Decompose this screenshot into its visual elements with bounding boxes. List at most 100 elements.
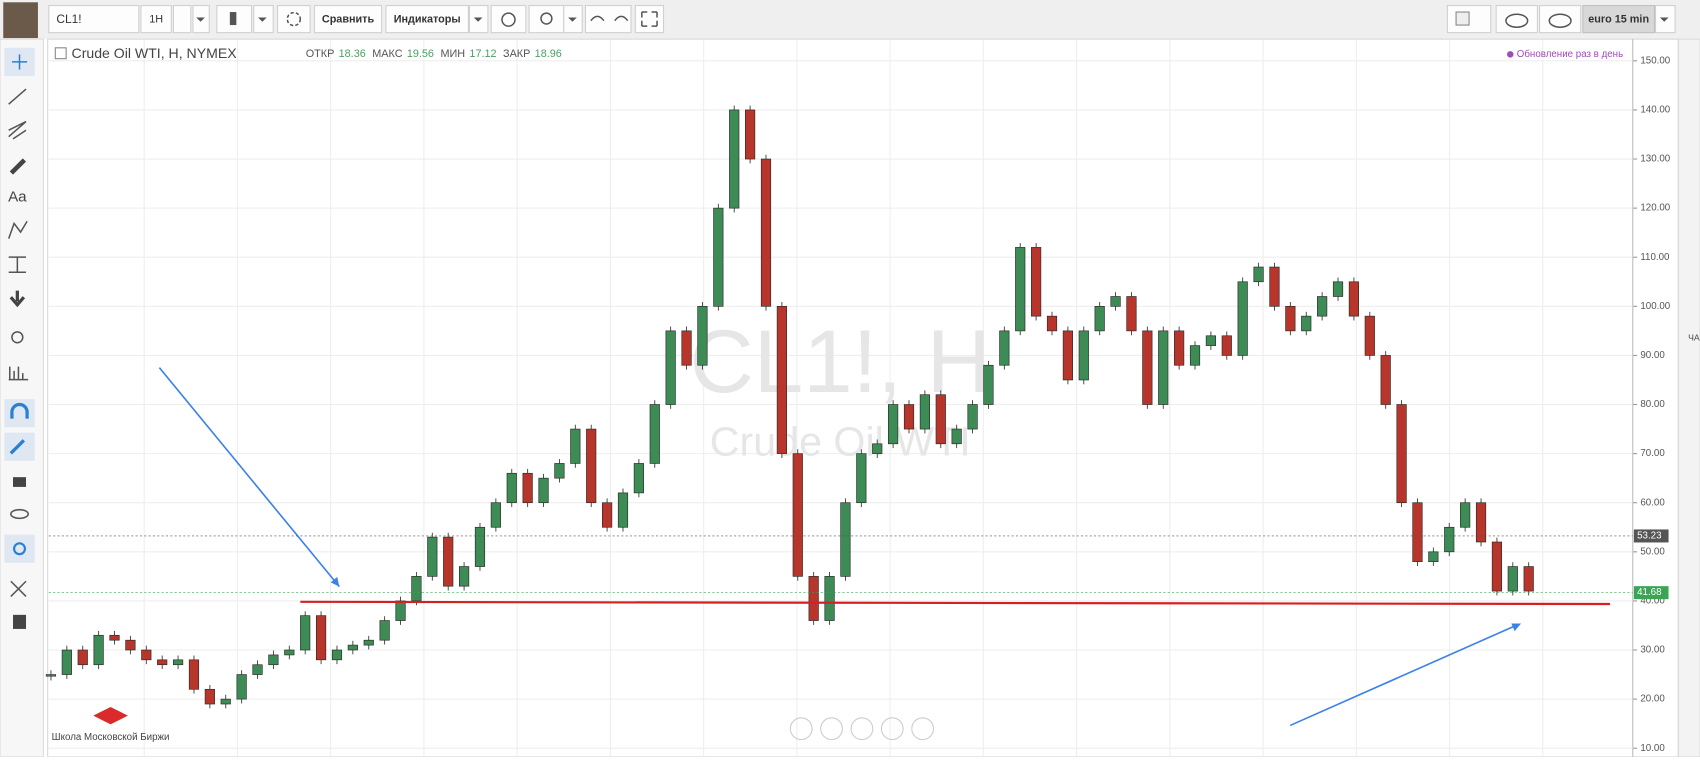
caret xyxy=(568,17,577,22)
candle xyxy=(1142,330,1153,405)
candle-icon xyxy=(229,12,237,26)
candle xyxy=(760,158,772,307)
candle xyxy=(1110,296,1121,307)
arrow-line[interactable] xyxy=(1289,623,1519,727)
price-label: 41.68 xyxy=(1637,587,1661,598)
y-tick-label: 90.00 xyxy=(1640,350,1665,361)
tools-tool[interactable] xyxy=(10,580,27,597)
layout-button[interactable] xyxy=(1582,4,1656,34)
collapse-box[interactable] xyxy=(54,47,67,60)
save-button[interactable] xyxy=(1538,4,1582,34)
measure-tool[interactable] xyxy=(8,256,27,274)
brush-tool[interactable] xyxy=(9,158,27,175)
candle xyxy=(554,463,565,479)
candle xyxy=(697,305,708,366)
candle xyxy=(649,404,660,464)
candle xyxy=(888,404,899,445)
ohlc-label: ОТКР xyxy=(306,48,335,60)
candle xyxy=(681,330,692,366)
settings-button[interactable] xyxy=(277,4,311,34)
nav-zoom-out[interactable] xyxy=(820,717,843,741)
candle xyxy=(935,394,946,445)
fib-tool[interactable] xyxy=(8,120,27,140)
avatar[interactable] xyxy=(3,2,38,39)
more-button[interactable] xyxy=(172,4,192,34)
candle xyxy=(1396,404,1407,504)
idea-button[interactable] xyxy=(528,4,565,34)
candle xyxy=(93,634,104,666)
candle xyxy=(919,394,930,430)
link-tool[interactable] xyxy=(4,534,35,563)
lock-tool[interactable] xyxy=(13,477,27,487)
compare: Сравнить xyxy=(322,13,375,25)
ohlc-label: МАКС xyxy=(372,48,402,60)
text-tool[interactable]: Aa xyxy=(8,188,27,205)
zoom-tool[interactable] xyxy=(11,331,24,344)
alert-button[interactable] xyxy=(490,4,527,34)
y-tick-label: 120.00 xyxy=(1640,203,1670,214)
ohlc-value: 17.12 xyxy=(469,48,496,60)
alert-icon xyxy=(501,12,516,27)
y-tick-label: 30.00 xyxy=(1640,645,1665,656)
candle xyxy=(617,492,629,528)
candle xyxy=(379,620,390,641)
candle xyxy=(808,576,819,621)
price-label-box xyxy=(1633,586,1669,600)
candle xyxy=(1301,315,1312,332)
candle xyxy=(458,566,470,587)
nav-right[interactable] xyxy=(911,717,935,741)
candle xyxy=(1444,526,1455,553)
symbol: CL1! xyxy=(56,12,81,26)
caret xyxy=(1659,17,1669,22)
hide-tool[interactable] xyxy=(10,508,29,520)
nav-left[interactable] xyxy=(789,717,813,741)
candle xyxy=(347,644,358,651)
candle xyxy=(363,639,374,646)
ohlc-value: 18.36 xyxy=(339,48,366,60)
square-icon xyxy=(1455,11,1470,26)
y-tick-label: 130.00 xyxy=(1640,154,1670,165)
cloud-up-icon xyxy=(1548,13,1572,28)
candle xyxy=(1285,305,1296,332)
candle xyxy=(745,109,756,160)
compare-button[interactable] xyxy=(313,4,383,34)
sidebar-label: ЧА xyxy=(1688,333,1700,343)
candle xyxy=(1269,266,1280,307)
candle xyxy=(1507,566,1518,592)
arrow-line[interactable] xyxy=(158,367,340,588)
scale-tool[interactable] xyxy=(8,366,29,381)
left-toolbar xyxy=(0,38,44,758)
y-tick-label: 70.00 xyxy=(1640,448,1665,459)
fullscreen-button[interactable] xyxy=(634,4,665,34)
candle xyxy=(252,664,263,675)
trend-line-tool[interactable] xyxy=(8,88,27,105)
y-tick-label: 100.00 xyxy=(1640,301,1670,312)
candle xyxy=(1332,281,1344,297)
symbol-box[interactable] xyxy=(48,4,140,34)
ohlc-value: 19.56 xyxy=(407,48,434,60)
indicators-button[interactable] xyxy=(385,4,469,34)
support-line[interactable] xyxy=(300,600,1611,606)
nav-reset[interactable] xyxy=(850,717,874,741)
candle xyxy=(77,649,88,666)
update-dot xyxy=(1507,51,1514,58)
arrow-tool[interactable] xyxy=(9,290,26,308)
trash-tool[interactable] xyxy=(13,614,27,629)
ohlc-label: МИН xyxy=(440,48,465,60)
magnet-icon xyxy=(10,402,29,419)
candle xyxy=(538,477,549,504)
load-button[interactable] xyxy=(1495,4,1538,34)
nav-zoom-in[interactable] xyxy=(880,717,904,741)
interval-button[interactable] xyxy=(140,4,172,34)
candle xyxy=(1078,330,1089,381)
candle xyxy=(1158,330,1169,405)
price-label-box xyxy=(1633,529,1669,543)
candle xyxy=(1062,330,1073,381)
candle xyxy=(315,615,327,661)
pattern-tool[interactable] xyxy=(7,220,28,239)
fullscreen-icon xyxy=(641,11,658,27)
y-tick-label: 140.00 xyxy=(1640,105,1670,116)
candle xyxy=(172,659,184,666)
candle xyxy=(1491,541,1503,592)
